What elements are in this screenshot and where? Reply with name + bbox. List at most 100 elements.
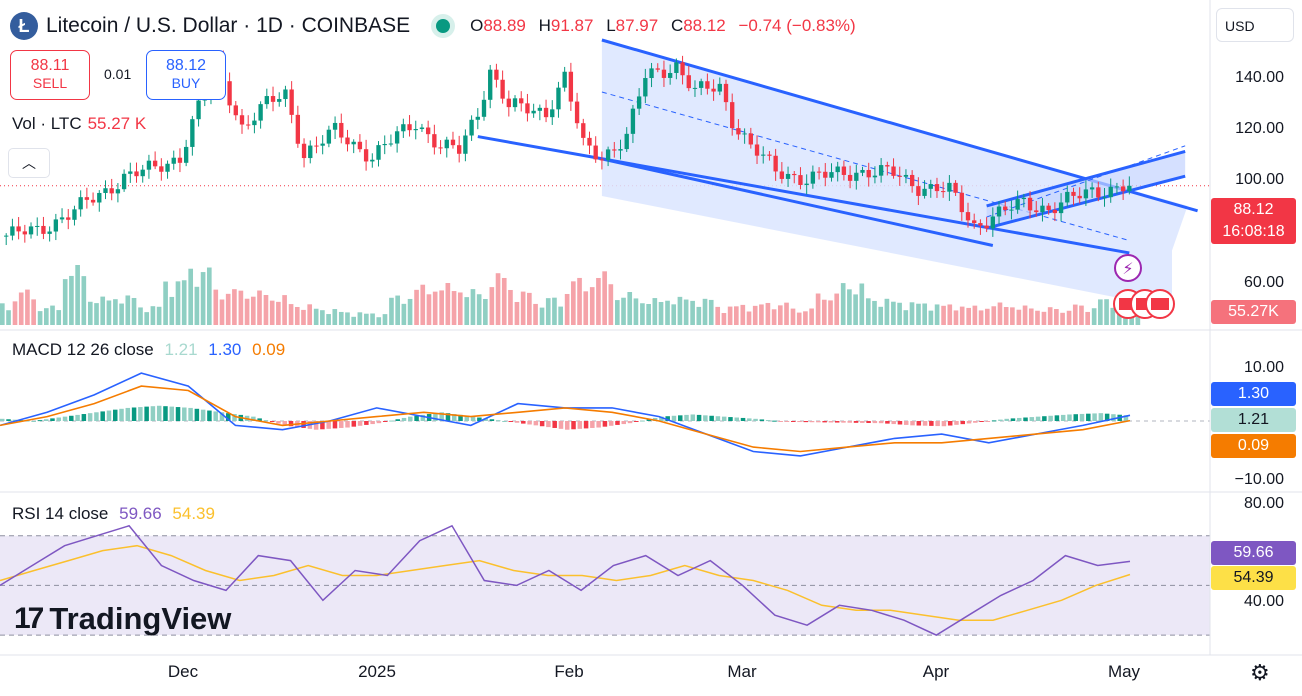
candle-body: [804, 183, 809, 185]
macd-legend-label: MACD 12 26 close: [12, 340, 154, 359]
macd-histogram-bar: [960, 421, 965, 425]
macd-histogram-bar: [370, 421, 375, 425]
macd-histogram-bar: [696, 414, 702, 421]
currency-select[interactable]: USD: [1216, 8, 1294, 42]
volume-bar: [991, 306, 997, 325]
volume-bar: [269, 300, 275, 325]
macd-histogram-bar: [1111, 414, 1116, 421]
macd-histogram-bar: [213, 411, 218, 421]
candle-body: [78, 197, 83, 210]
symbol-title[interactable]: Litecoin / U.S. Dollar · 1D · COINBASE: [46, 14, 411, 37]
candle-body: [444, 139, 449, 149]
candle-body: [947, 182, 952, 192]
candle-body: [556, 87, 561, 110]
volume-bar: [489, 287, 495, 325]
macd-histogram-bar: [621, 421, 626, 425]
volume-bar: [608, 284, 614, 325]
volume-bar: [539, 307, 545, 325]
macd-histogram-bar: [1017, 417, 1022, 421]
chart-settings-gear-icon[interactable]: ⚙: [1250, 660, 1270, 685]
volume-bar: [909, 302, 915, 325]
volume-bar: [614, 300, 620, 325]
candle-body: [320, 143, 325, 146]
volume-bar: [326, 314, 331, 325]
candle-body: [773, 155, 778, 172]
sell-button[interactable]: 88.11 SELL: [10, 50, 90, 100]
volume-bar: [683, 299, 689, 325]
market-open-status-icon: [436, 19, 451, 33]
macd-legend[interactable]: MACD 12 26 close 1.21 1.30 0.09: [12, 340, 285, 360]
candle-body: [643, 78, 648, 97]
macd-histogram-bar: [627, 421, 633, 424]
volume-bar: [897, 302, 902, 325]
candle-body: [730, 102, 735, 129]
macd-histogram-bar: [18, 420, 24, 422]
macd-histogram-bar: [138, 407, 143, 421]
volume-bar: [790, 308, 796, 325]
macd-histogram-bar: [991, 420, 997, 422]
macd-histogram-bar: [778, 421, 783, 422]
rsi-ma-line: [0, 544, 1131, 621]
volume-bar: [978, 310, 984, 325]
candle-body: [922, 188, 927, 196]
candle-body: [339, 122, 344, 138]
candle-body: [183, 146, 189, 163]
macd-histogram-bar: [100, 411, 105, 421]
macd-histogram-bar: [872, 421, 878, 424]
rsi-legend[interactable]: RSI 14 close 59.66 54.39: [12, 504, 215, 524]
macd-histogram-bar: [395, 419, 400, 421]
countdown-tag-value: 16:08:18: [1222, 223, 1285, 240]
candle-body: [152, 160, 158, 167]
candle-body: [419, 127, 425, 130]
volume-bar: [138, 307, 143, 325]
signal-tag: 0.09: [1211, 434, 1296, 458]
candle-body: [680, 62, 685, 76]
macd-histogram-bar: [860, 421, 865, 423]
volume-bar: [119, 303, 124, 325]
candle-body: [165, 163, 170, 172]
buy-button[interactable]: 88.12 BUY: [146, 50, 226, 100]
macd-histogram-bar: [571, 421, 576, 430]
macd-histogram-bar: [508, 421, 513, 422]
macd-signal-line: [0, 385, 1131, 453]
tradingview-logo[interactable]: 17 TradingView: [14, 601, 231, 637]
volume-bar: [470, 289, 476, 325]
candle-body: [289, 89, 294, 115]
volume-bar: [934, 304, 940, 325]
macd-histogram-bar: [464, 415, 470, 421]
macd-histogram-bar: [445, 413, 451, 421]
collapse-legend-button[interactable]: ︿: [8, 148, 50, 178]
macd-histogram-bar: [483, 418, 488, 421]
macd-histogram-bar: [389, 420, 394, 422]
macd-histogram-bar: [608, 421, 614, 426]
volume-legend[interactable]: Vol · LTC 55.27 K: [12, 114, 146, 134]
open-label: O: [470, 16, 484, 35]
volume-bar: [640, 303, 645, 325]
candle-body: [816, 171, 822, 173]
macd-histogram-bar: [797, 421, 802, 423]
volume-bar: [627, 292, 633, 325]
volume-bar: [759, 304, 764, 325]
macd-histogram-bar: [759, 419, 765, 421]
macd-histogram-bar: [502, 421, 507, 422]
volume-bar: [1060, 312, 1065, 325]
candle-body: [618, 149, 623, 151]
candle-body: [59, 217, 65, 220]
volume-bar: [545, 298, 551, 325]
candle-body: [488, 69, 493, 100]
volume-bar: [376, 317, 382, 325]
candle-body: [1058, 202, 1064, 214]
macd-histogram-bar: [1067, 414, 1072, 421]
macd-histogram-bar: [175, 407, 181, 421]
volume-bar: [652, 298, 658, 325]
macd-histogram-bar: [954, 421, 959, 425]
price-axis-label: 140.00: [1235, 69, 1284, 86]
volume-bar: [495, 273, 501, 325]
volume-bar: [690, 300, 695, 325]
macd-histogram-bar: [226, 413, 231, 421]
candle-body: [345, 137, 350, 145]
macd-histogram-bar: [194, 408, 200, 421]
candle-body: [550, 109, 555, 118]
volume-bar: [1098, 299, 1103, 325]
